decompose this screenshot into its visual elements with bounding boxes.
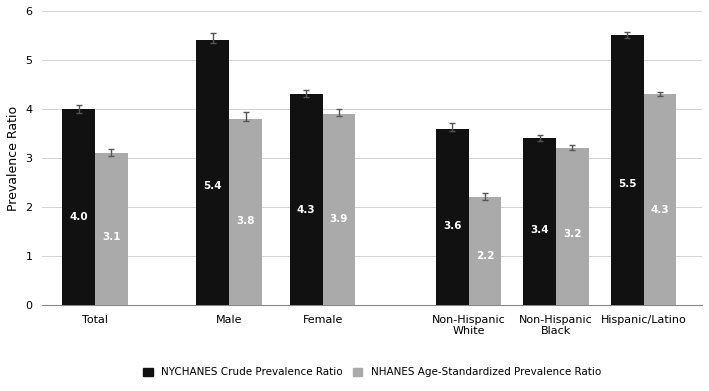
- Text: 3.4: 3.4: [530, 225, 549, 235]
- Text: 3.1: 3.1: [102, 231, 121, 242]
- Y-axis label: Prevalence Ratio: Prevalence Ratio: [7, 106, 20, 210]
- Text: 4.3: 4.3: [297, 205, 316, 215]
- Text: 3.9: 3.9: [330, 214, 348, 224]
- Text: 4.0: 4.0: [69, 212, 88, 222]
- Bar: [523, 138, 556, 305]
- Text: 3.6: 3.6: [443, 221, 462, 231]
- Legend: NYCHANES Crude Prevalence Ratio, NHANES Age-Standardized Prevalence Ratio: NYCHANES Crude Prevalence Ratio, NHANES …: [139, 363, 605, 382]
- Bar: [290, 94, 323, 305]
- Text: 3.8: 3.8: [236, 216, 255, 226]
- Text: 2.2: 2.2: [476, 251, 494, 262]
- Bar: [644, 94, 676, 305]
- Bar: [436, 129, 469, 305]
- Bar: [469, 197, 501, 305]
- Text: 5.5: 5.5: [618, 179, 637, 189]
- Bar: [62, 109, 95, 305]
- Bar: [95, 153, 128, 305]
- Text: 3.2: 3.2: [563, 230, 581, 239]
- Text: 4.3: 4.3: [651, 205, 669, 215]
- Text: 5.4: 5.4: [203, 181, 222, 191]
- Bar: [556, 148, 588, 305]
- Bar: [196, 40, 229, 305]
- Bar: [611, 36, 644, 305]
- Bar: [229, 119, 262, 305]
- Bar: [323, 114, 355, 305]
